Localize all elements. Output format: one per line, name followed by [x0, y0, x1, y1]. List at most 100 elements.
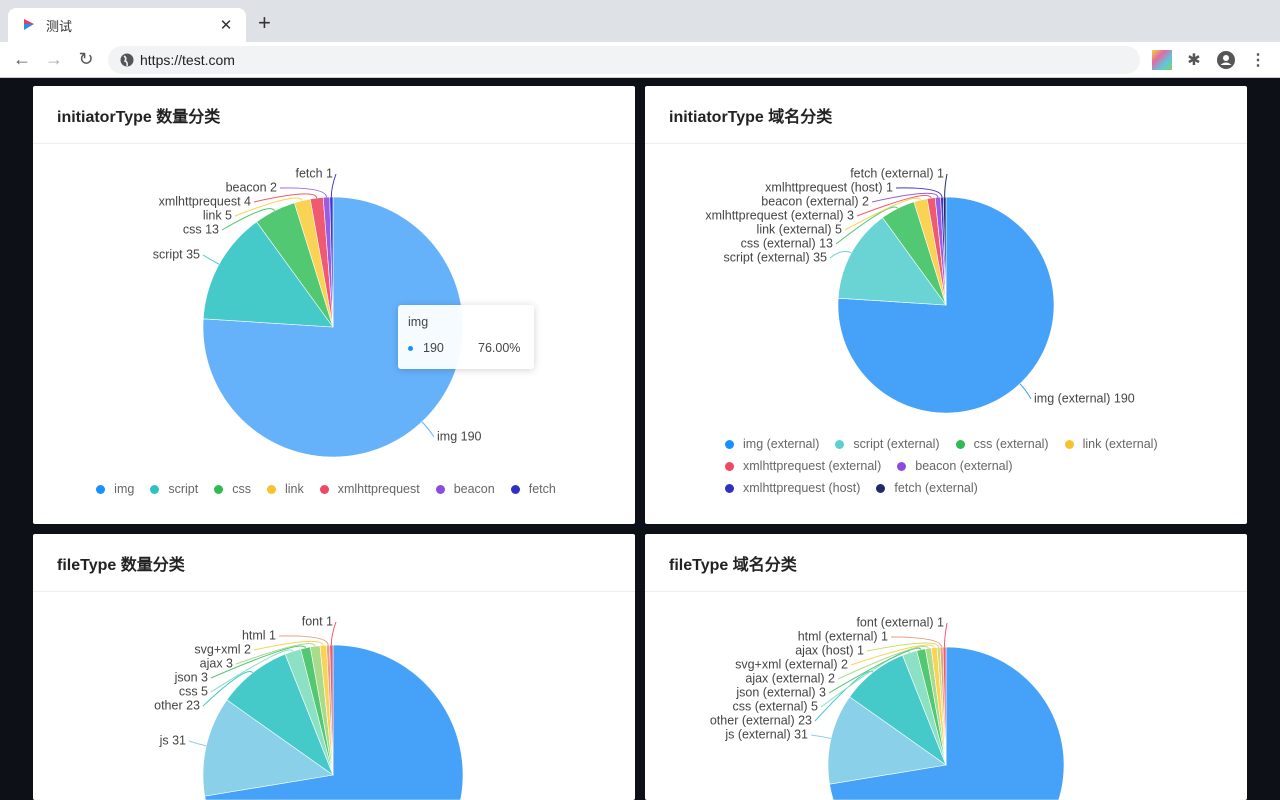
browser-toolbar: ← → ↻ https://test.com ✱ ⋮ [0, 42, 1280, 78]
legend-item[interactable]: fetch (external) [876, 481, 978, 495]
label-leader-line [850, 644, 935, 666]
pie-slice[interactable] [294, 198, 334, 328]
slice-label: font 1 [302, 614, 333, 628]
legend-item[interactable]: script (external) [835, 437, 940, 451]
legend-item[interactable]: xmlhttprequest [319, 482, 420, 496]
pie-slice[interactable] [202, 699, 334, 797]
label-leader-line [210, 649, 294, 693]
label-leader-line [221, 208, 276, 231]
puzzle-icon[interactable]: ✱ [1187, 52, 1201, 69]
reload-icon[interactable]: ↻ [78, 49, 94, 69]
pie-slice[interactable] [284, 648, 334, 776]
slice-label: svg+xml 2 [194, 642, 251, 656]
address-bar[interactable]: https://test.com [108, 46, 1140, 74]
legend-dot-icon [150, 484, 160, 494]
legend-label: link [284, 482, 304, 496]
forward-icon[interactable]: → [45, 49, 63, 69]
slice-label: other (external) 23 [710, 713, 812, 727]
slice-label: xmlhttprequest (external) 3 [705, 208, 854, 222]
slice-label: css (external) 13 [741, 236, 833, 250]
pie-slice[interactable] [827, 696, 947, 785]
legend-dot-icon [510, 484, 520, 494]
legend-dot-icon [1064, 439, 1074, 449]
pie-slice[interactable] [226, 653, 334, 776]
legend-item[interactable]: fetch [510, 482, 556, 496]
label-leader-line [278, 635, 329, 646]
label-leader-line [210, 645, 306, 679]
legend-item[interactable]: beacon [435, 482, 495, 496]
slice-label: css (external) 5 [733, 699, 818, 713]
legend-item[interactable]: link (external) [1064, 437, 1158, 451]
pie-slice[interactable] [882, 201, 947, 306]
label-leader-line [856, 194, 932, 217]
pie-slice[interactable] [837, 217, 947, 306]
label-leader-line [871, 192, 939, 203]
slice-label: script 35 [153, 247, 200, 261]
pie-slice[interactable] [849, 654, 947, 766]
pie-slice[interactable] [902, 650, 947, 766]
menu-icon[interactable]: ⋮ [1250, 52, 1266, 69]
legend-item[interactable]: img [96, 482, 134, 496]
label-leader-line [202, 254, 220, 265]
slice-label: css 5 [179, 684, 208, 698]
legend-item[interactable]: beacon (external) [897, 459, 1013, 473]
back-icon[interactable]: ← [13, 49, 31, 69]
pie-slice[interactable] [829, 646, 1065, 800]
legend-item[interactable]: css [214, 482, 251, 496]
label-leader-line [890, 636, 943, 648]
legend-dot-icon [897, 461, 907, 471]
new-tab-button[interactable]: + [258, 10, 271, 35]
legend-label: css [232, 482, 251, 496]
pie-slice[interactable] [256, 202, 334, 328]
slice-label: js 31 [159, 733, 186, 747]
legend-dot-icon [319, 484, 329, 494]
legend-dot-icon [725, 439, 734, 449]
legend-item[interactable]: link [266, 482, 304, 496]
account-icon[interactable] [1216, 50, 1236, 70]
legend-dot-icon [876, 483, 886, 493]
legend-item[interactable]: xmlhttprequest (host) [725, 481, 860, 495]
label-leader-line [895, 187, 943, 198]
card-title: initiatorType 数量分类 [33, 86, 635, 144]
tooltip-percent: 76.00% [478, 341, 521, 355]
legend-dot-icon [214, 484, 224, 494]
pie-slice[interactable] [942, 196, 947, 306]
label-leader-line [234, 197, 303, 217]
pie-slice[interactable] [204, 644, 464, 800]
browser-tab[interactable]: 测试 ✕ [8, 8, 246, 42]
label-leader-line [330, 621, 337, 646]
legend-label: xmlhttprequest [337, 482, 420, 496]
legend-item[interactable]: xmlhttprequest (external) [725, 459, 881, 473]
tab-close-icon[interactable]: ✕ [219, 17, 233, 34]
slice-label: html (external) 1 [798, 629, 888, 643]
tab-title: 测试 [46, 18, 73, 34]
label-leader-line [253, 640, 324, 651]
legend-item[interactable]: css (external) [955, 437, 1049, 451]
legend-label: script (external) [853, 437, 940, 451]
label-leader-line [829, 250, 852, 259]
legend-item[interactable]: script [150, 482, 198, 496]
pie-slice[interactable] [942, 646, 947, 766]
slice-label: css 13 [183, 222, 219, 236]
slice-label: font (external) 1 [856, 615, 944, 629]
slice-label: img (external) 190 [1034, 391, 1135, 405]
slice-label: fetch (external) 1 [850, 166, 944, 180]
slice-label: ajax (host) 1 [795, 643, 864, 657]
legend-dot-icon [435, 484, 445, 494]
slice-label: img 190 [437, 429, 482, 443]
pie-slice[interactable] [309, 197, 334, 328]
chart-card-filetype-count: fileType 数量分类 js 31 other 23 css 5 json 3 aj… [33, 534, 635, 800]
pie-chart: img (external) 190 script (external) 35cs… [705, 166, 1135, 414]
legend-label: img [114, 482, 135, 496]
pie-slice[interactable] [913, 198, 947, 306]
legend-dot-icon [725, 483, 734, 493]
card-title: fileType 数量分类 [33, 534, 635, 592]
extension-icon[interactable] [1152, 50, 1172, 70]
tab-strip: 测试 ✕ + [0, 0, 1280, 42]
label-leader-line [844, 197, 921, 231]
legend-item[interactable]: img (external) [725, 437, 819, 451]
legend-dot-icon [835, 439, 845, 449]
slice-label: link (external) 5 [757, 222, 842, 236]
slice-label: ajax (external) 2 [745, 671, 835, 685]
